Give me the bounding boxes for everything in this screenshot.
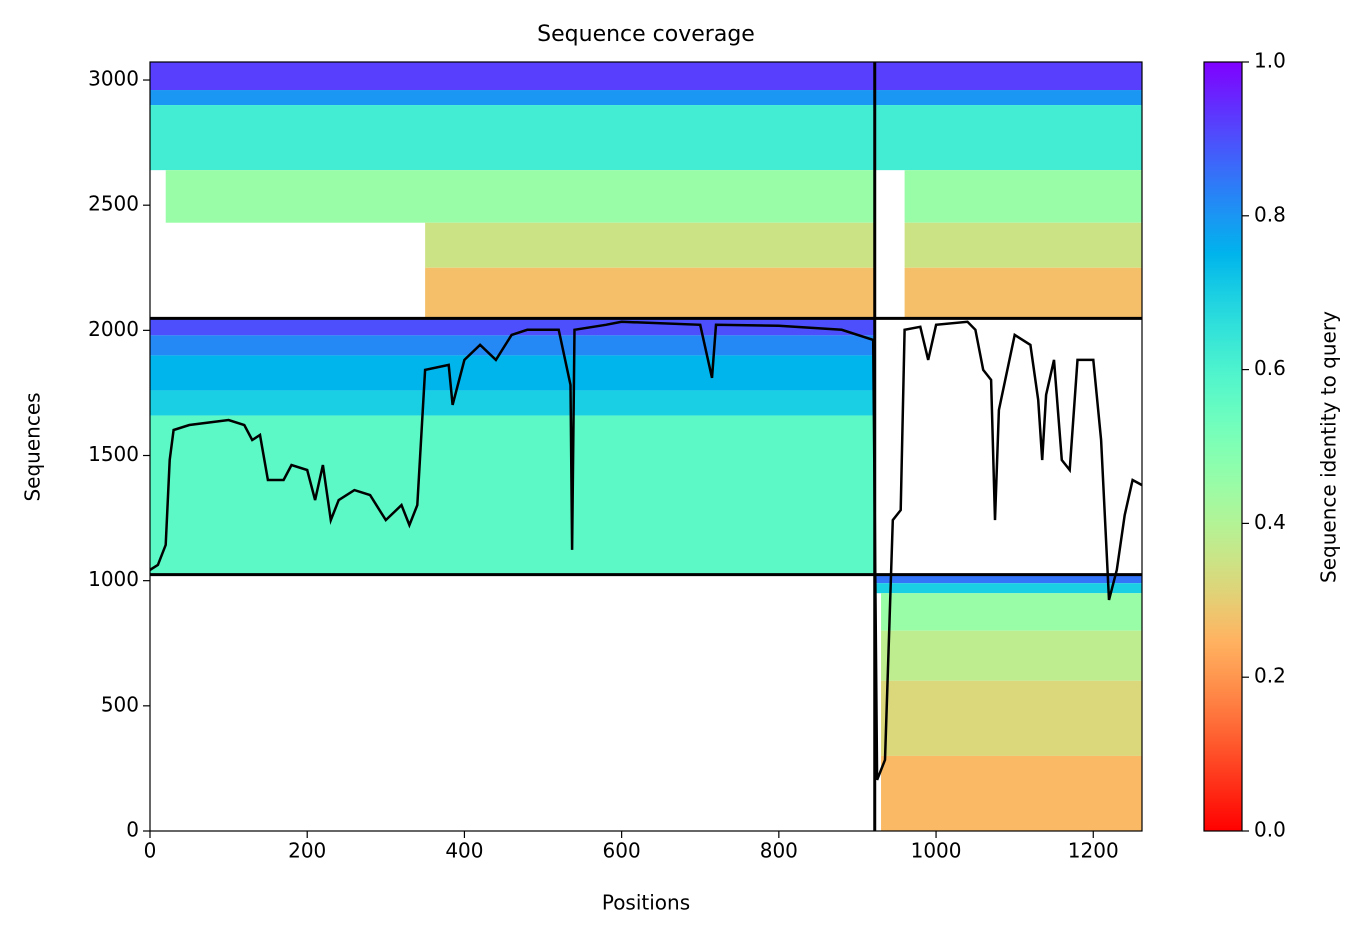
colorbar-title: Sequence identity to query: [1317, 311, 1341, 583]
colorbar: [1203, 61, 1243, 832]
heatmap-cell: [904, 222, 1142, 268]
heatmap-cell: [150, 415, 875, 575]
colorbar-tick-label: 0.4: [1254, 510, 1286, 534]
colorbar-tick-label: 0.6: [1254, 356, 1286, 380]
heatmap-cell: [150, 390, 875, 416]
heatmap-cell: [881, 630, 1142, 681]
x-tick-label: 400: [445, 839, 483, 863]
heatmap-cell: [150, 355, 875, 391]
x-tick-label: 0: [144, 839, 157, 863]
chart-title: Sequence coverage: [537, 22, 755, 47]
x-tick-label: 1000: [911, 839, 962, 863]
heatmap-cell: [150, 105, 1142, 171]
x-tick-label: 600: [603, 839, 641, 863]
heatmap-cell: [904, 267, 1142, 319]
y-tick-label: 1500: [88, 442, 139, 466]
y-axis-title: Sequences: [21, 392, 45, 501]
colorbar-tick-label: 0.0: [1254, 818, 1286, 842]
heatmap-cell: [425, 222, 875, 268]
y-tick-label: 0: [126, 818, 139, 842]
heatmap-cell: [165, 170, 875, 223]
x-tick-label: 200: [288, 839, 326, 863]
colorbar-tick-label: 0.8: [1254, 202, 1286, 226]
y-tick-label: 2000: [88, 317, 139, 341]
heatmap-cell: [904, 170, 1142, 223]
heatmap-cell: [150, 90, 1142, 106]
overlay: [150, 62, 1142, 831]
heatmap-cell: [425, 267, 875, 319]
heatmap-cell: [881, 593, 1142, 631]
colorbar-tick-label: 0.2: [1254, 664, 1286, 688]
heatmap-cell: [881, 680, 1142, 756]
coverage-line: [150, 320, 1142, 781]
colorbar-tick-label: 1.0: [1254, 49, 1286, 73]
heatmap-cell: [874, 574, 1142, 584]
plot-frame: [149, 61, 1143, 832]
x-tick-label: 1200: [1068, 839, 1119, 863]
y-tick-label: 2500: [88, 192, 139, 216]
heatmap-cell: [874, 583, 1142, 594]
heatmap-cell: [150, 335, 875, 356]
y-tick-label: 500: [101, 692, 139, 716]
heatmap-cell: [150, 318, 875, 336]
heatmap-cell: [881, 755, 1142, 831]
heatmap: [150, 62, 1142, 831]
heatmap-cell: [150, 62, 1142, 91]
y-tick-label: 3000: [88, 67, 139, 91]
y-tick-label: 1000: [88, 567, 139, 591]
x-tick-label: 800: [760, 839, 798, 863]
x-axis-title: Positions: [602, 891, 690, 915]
